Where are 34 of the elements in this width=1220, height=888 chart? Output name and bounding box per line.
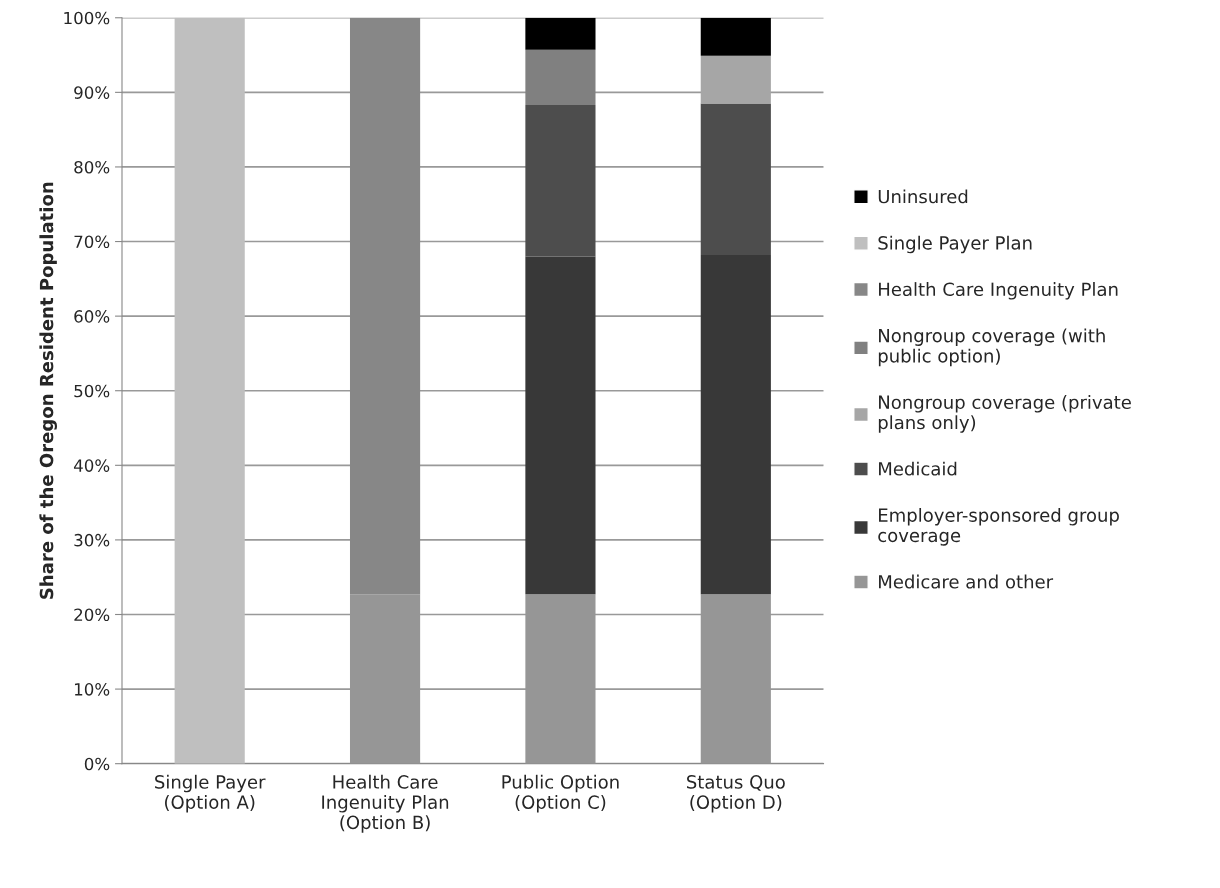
x-tick-label: Public Option (Option C) xyxy=(502,774,619,813)
bar xyxy=(700,254,771,595)
x-tick-label: Status Quo (Option D) xyxy=(687,775,785,813)
legend-label: Single Payer Plan xyxy=(878,235,1032,254)
bar xyxy=(700,103,771,255)
y-tick-label: 30% xyxy=(74,533,110,547)
bar xyxy=(525,17,596,50)
y-tick-label: 90% xyxy=(74,86,110,99)
y-tick-label: 50% xyxy=(74,384,110,398)
bar xyxy=(525,49,596,106)
legend-label: Nongroup coverage (private plans only) xyxy=(878,395,1131,433)
legend-label: Uninsured xyxy=(878,189,968,204)
y-tick-label: 80% xyxy=(74,160,110,174)
bar xyxy=(700,17,771,56)
y-axis-title: Share of the Oregon Resident Population xyxy=(39,182,57,599)
legend-label: Health Care Ingenuity Plan xyxy=(879,282,1118,300)
y-tick-label: 60% xyxy=(74,310,110,323)
y-tick-label: 40% xyxy=(73,459,110,472)
bar xyxy=(525,105,596,257)
bar xyxy=(700,55,771,104)
y-tick-label: 100% xyxy=(64,11,110,25)
x-tick-label: Single Payer (Option A) xyxy=(155,774,266,813)
x-tick-label: Health Care Ingenuity Plan (Option B) xyxy=(322,774,449,833)
legend-label: Medicaid xyxy=(879,461,957,476)
bar xyxy=(174,17,245,764)
bar xyxy=(349,17,421,595)
y-tick-label: 10% xyxy=(74,683,110,696)
legend-label: Nongroup coverage (with public option) xyxy=(878,328,1105,367)
legend-label: Medicare and other xyxy=(879,574,1054,589)
bar xyxy=(525,256,596,595)
y-tick-label: 70% xyxy=(74,235,110,249)
legend-label: Employer-sponsored group coverage xyxy=(878,508,1119,546)
y-tick-label: 0% xyxy=(84,757,110,771)
y-tick-label: 20% xyxy=(74,608,110,622)
